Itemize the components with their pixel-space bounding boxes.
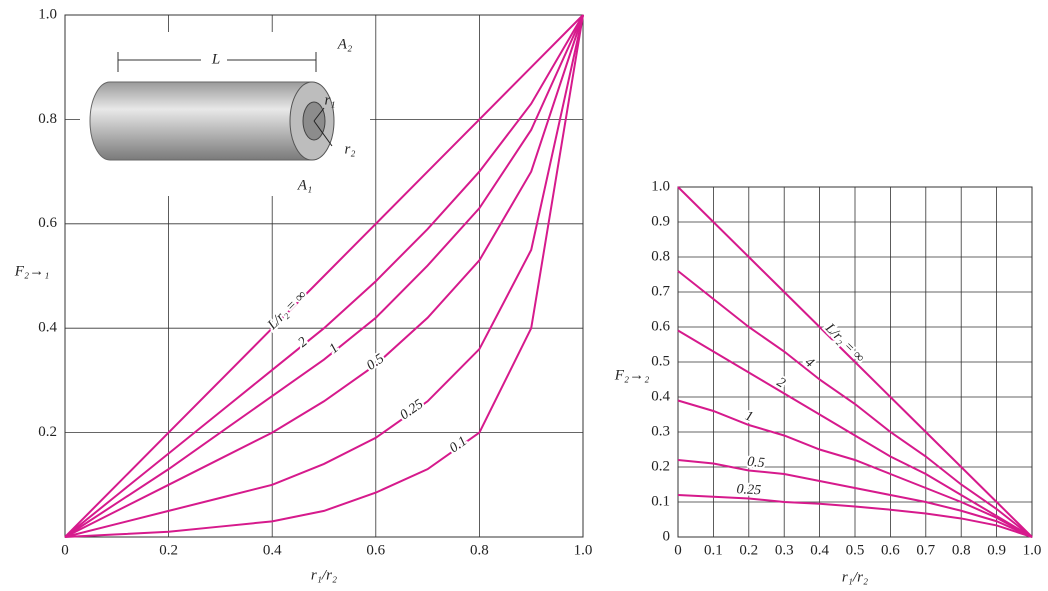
inset-diagram: L A₂ r₁ r₂ A₁	[80, 32, 370, 196]
line-series	[64, 14, 584, 538]
line-series	[64, 14, 584, 538]
x-tick-label: 0.5	[846, 542, 865, 558]
y-tick-label: 0.2	[651, 458, 670, 474]
y-axis-label: F₂→₂	[614, 367, 650, 383]
annotation: r₁	[324, 92, 335, 108]
curve-label: 2	[774, 375, 788, 391]
y-tick-label: 0.6	[651, 318, 670, 334]
annotation: A₂	[337, 36, 352, 52]
plot-frame	[677, 186, 1033, 538]
annotation: L	[211, 51, 220, 67]
x-tick-label: 0.4	[810, 542, 829, 558]
line-series	[64, 14, 584, 538]
x-tick-label: 1.0	[574, 542, 593, 558]
y-tick-label: 0.1	[651, 493, 670, 509]
x-tick-label: 0.4	[263, 542, 282, 558]
y-tick-label: 0.7	[651, 283, 670, 299]
curve-label: 4	[802, 355, 817, 371]
x-axis-label: r₁/r₂	[311, 567, 337, 583]
y-tick-label: 0.9	[651, 213, 670, 229]
y-tick-label: 0	[663, 528, 671, 544]
x-tick-label: 0.8	[952, 542, 971, 558]
cylinder-body	[89, 81, 313, 161]
y-tick-label: 0.2	[38, 424, 57, 440]
radius-r2	[313, 120, 333, 147]
y-tick-label: 1.0	[38, 6, 57, 22]
y-axis-label: F₂→₁	[14, 263, 50, 279]
curve-label: L/r₂ = ∞	[264, 288, 309, 334]
x-tick-label: 0.1	[704, 542, 723, 558]
y-tick-label: 0.3	[651, 423, 670, 439]
line-series	[677, 270, 1033, 538]
x-tick-label: 0.8	[470, 542, 489, 558]
x-tick-label: 0.9	[987, 542, 1006, 558]
y-tick-label: 0.6	[38, 215, 57, 231]
line-series	[64, 14, 584, 538]
x-tick-label: 0.3	[775, 542, 794, 558]
x-axis-label: r₁/r₂	[842, 569, 868, 585]
x-tick-label: 0.2	[159, 542, 178, 558]
annotation: A₁	[297, 177, 312, 193]
line-series	[677, 329, 1033, 538]
curve-label: 0.5	[746, 455, 765, 472]
y-tick-label: 0.5	[651, 353, 670, 369]
x-tick-label: 0	[674, 542, 682, 558]
plot-frame	[64, 14, 584, 538]
line-series	[677, 186, 1033, 538]
x-tick-label: 0.6	[881, 542, 900, 558]
y-tick-label: 0.4	[38, 320, 57, 336]
x-tick-label: 0	[61, 542, 69, 558]
x-tick-label: 0.6	[366, 542, 385, 558]
line-series	[64, 14, 584, 538]
curve-label: 0.25	[736, 482, 761, 498]
line-series	[677, 399, 1033, 538]
radius-r1	[313, 107, 325, 122]
line-series	[677, 494, 1033, 538]
x-tick-label: 0.2	[739, 542, 758, 558]
y-tick-label: 0.8	[38, 111, 57, 127]
line-series	[677, 459, 1033, 538]
x-tick-label: 1.0	[1023, 542, 1042, 558]
line-series	[64, 14, 584, 538]
x-tick-label: 0.7	[916, 542, 935, 558]
curve-label: 1	[743, 408, 755, 425]
y-tick-label: 0.4	[651, 388, 670, 404]
annotation: r₂	[344, 141, 355, 157]
y-tick-label: 0.8	[651, 248, 670, 264]
label-gap	[201, 50, 227, 70]
y-tick-label: 1.0	[651, 178, 670, 194]
